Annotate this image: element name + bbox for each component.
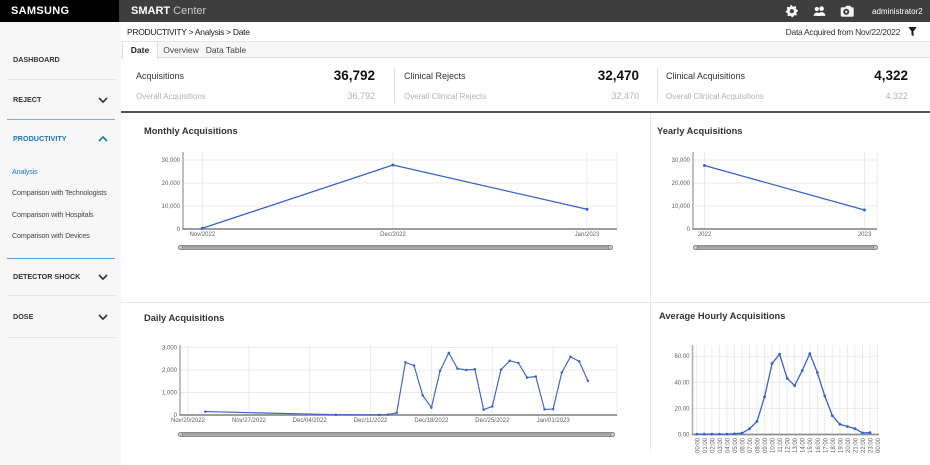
- svg-text:19:00: 19:00: [838, 437, 844, 453]
- svg-text:14:00: 14:00: [801, 437, 807, 453]
- svg-text:3,000: 3,000: [162, 346, 178, 352]
- svg-text:23:00: 23:00: [869, 437, 875, 453]
- svg-text:20,000: 20,000: [162, 181, 181, 187]
- svg-text:09:00: 09:00: [763, 437, 769, 453]
- svg-text:10,000: 10,000: [672, 204, 691, 210]
- svg-text:Dec/25/2022: Dec/25/2022: [475, 418, 510, 424]
- svg-text:30,000: 30,000: [162, 158, 181, 164]
- svg-text:05:00: 05:00: [733, 437, 739, 453]
- svg-text:20:00: 20:00: [846, 437, 852, 453]
- svg-text:17:00: 17:00: [823, 437, 829, 453]
- svg-text:01:00: 01:00: [703, 437, 709, 453]
- svg-text:08:00: 08:00: [756, 437, 762, 453]
- svg-text:20,000: 20,000: [672, 181, 691, 187]
- svg-text:10:00: 10:00: [771, 437, 777, 453]
- svg-text:07:00: 07:00: [748, 437, 754, 453]
- svg-text:22:00: 22:00: [861, 437, 867, 453]
- svg-text:60.00: 60.00: [674, 354, 690, 360]
- svg-text:21:00: 21:00: [853, 437, 859, 453]
- svg-text:04:00: 04:00: [725, 437, 731, 453]
- svg-text:00:00: 00:00: [695, 437, 701, 453]
- svg-text:00:00: 00:00: [876, 437, 882, 453]
- svg-text:Nov/20/2022: Nov/20/2022: [171, 418, 206, 424]
- svg-text:0: 0: [174, 413, 178, 419]
- svg-text:15:00: 15:00: [808, 437, 814, 453]
- svg-text:Nov/2022: Nov/2022: [189, 232, 215, 238]
- svg-text:Jan/2023: Jan/2023: [575, 232, 600, 238]
- svg-text:Nov/27/2022: Nov/27/2022: [232, 418, 267, 424]
- svg-text:Dec/18/2022: Dec/18/2022: [414, 418, 449, 424]
- svg-text:11:00: 11:00: [778, 437, 784, 452]
- svg-text:1,000: 1,000: [162, 391, 178, 397]
- svg-text:06:00: 06:00: [741, 437, 747, 453]
- svg-text:16:00: 16:00: [816, 437, 822, 453]
- svg-text:40.00: 40.00: [674, 380, 690, 386]
- svg-text:30,000: 30,000: [672, 158, 691, 164]
- svg-text:0.00: 0.00: [678, 433, 690, 439]
- svg-text:10,000: 10,000: [162, 204, 181, 210]
- svg-text:18:00: 18:00: [831, 437, 837, 453]
- svg-text:0: 0: [687, 227, 691, 233]
- svg-text:2023: 2023: [858, 232, 872, 238]
- svg-text:2,000: 2,000: [162, 368, 178, 374]
- svg-text:Dec/04/2022: Dec/04/2022: [293, 418, 328, 424]
- svg-text:Dec/11/2022: Dec/11/2022: [354, 418, 388, 424]
- svg-text:02:00: 02:00: [710, 437, 716, 453]
- svg-text:03:00: 03:00: [718, 437, 724, 453]
- svg-text:2022: 2022: [698, 232, 712, 238]
- svg-text:13:00: 13:00: [793, 437, 799, 453]
- svg-text:20.00: 20.00: [674, 406, 690, 412]
- svg-text:12:00: 12:00: [786, 437, 792, 453]
- svg-text:Jan/01/2023: Jan/01/2023: [537, 418, 571, 424]
- svg-text:Dec/2022: Dec/2022: [380, 232, 406, 238]
- svg-text:0: 0: [177, 227, 181, 233]
